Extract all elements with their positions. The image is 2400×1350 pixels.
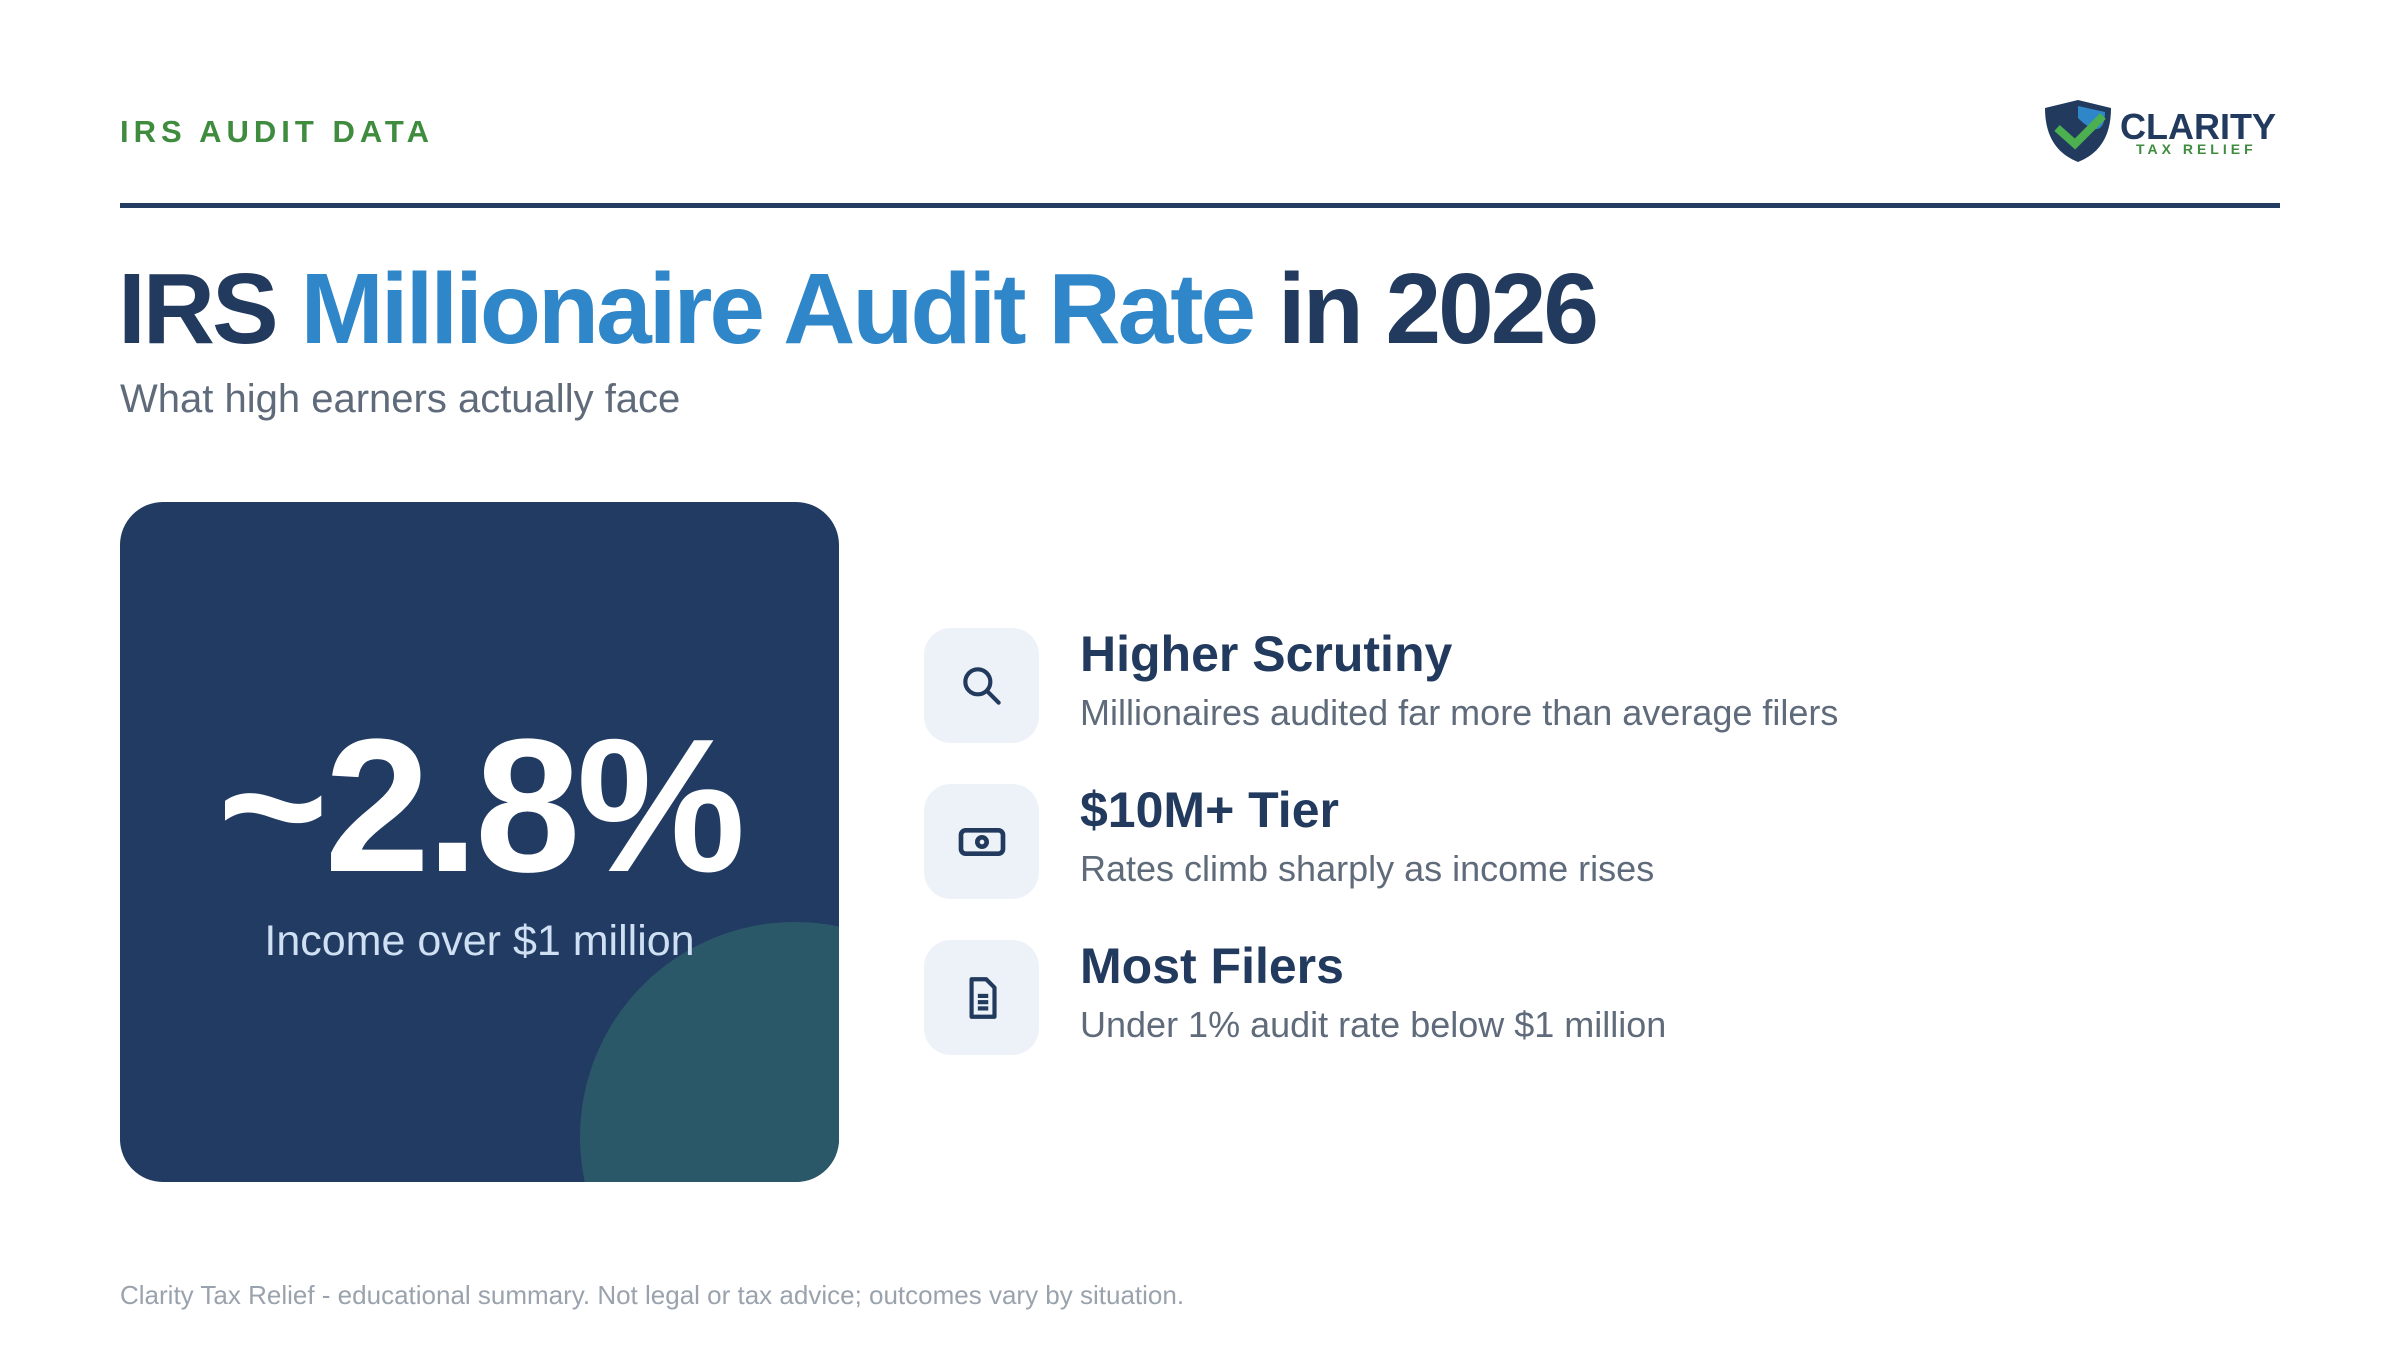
icon-box [924, 784, 1039, 899]
item-description: Millionaires audited far more than avera… [1080, 692, 1839, 733]
title-part: IRS [118, 253, 279, 365]
item-description: Under 1% audit rate below $1 million [1080, 1004, 1667, 1045]
logo-name: CLARITY [2120, 106, 2276, 147]
subtitle: What high earners actually face [120, 377, 681, 421]
stat-value: ~2.8% [217, 700, 745, 912]
item-description: Rates climb sharply as income rises [1080, 848, 1655, 889]
icon-box [924, 628, 1039, 743]
item-title: $10M+ Tier [1080, 782, 1339, 838]
eyebrow: IRS AUDIT DATA [120, 114, 434, 149]
search-icon [962, 666, 1001, 705]
logo-tagline: TAX RELIEF [2136, 141, 2257, 157]
footer: Clarity Tax Relief - educational summary… [120, 1280, 1185, 1310]
document-icon [969, 976, 997, 1019]
stat-label: Income over $1 million [264, 917, 695, 965]
item-title: Most Filers [1080, 938, 1344, 994]
stat-card: ~2.8% Income over $1 million [120, 502, 839, 1182]
title: IRS Millionaire Audit Rate in 2026 [118, 252, 1599, 367]
item-title: Higher Scrutiny [1080, 626, 1453, 682]
logo-shield [2045, 100, 2111, 162]
title-highlight: Millionaire Audit Rate [300, 253, 1257, 365]
icon-box [924, 940, 1039, 1055]
divider [120, 203, 2280, 208]
money-icon [958, 827, 1005, 856]
title-part: in 2026 [1277, 253, 1599, 365]
